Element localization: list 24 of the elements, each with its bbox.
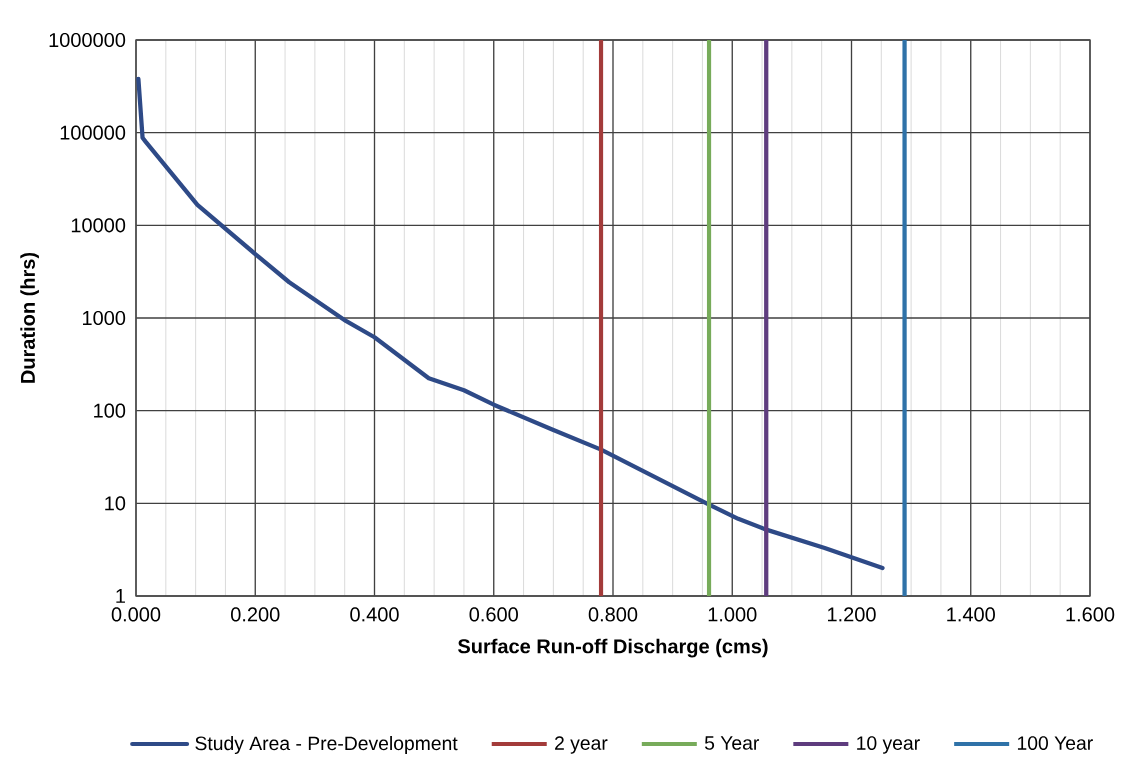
y-tick-label: 100 bbox=[94, 403, 126, 418]
x-tick-label: 1.600 bbox=[1066, 607, 1115, 622]
x-tick-label: 1.200 bbox=[828, 607, 876, 622]
x-tick-label: 1.400 bbox=[947, 607, 995, 622]
y-tick-label: 1000 bbox=[83, 310, 126, 326]
x-tick-label: 0.000 bbox=[111, 607, 161, 622]
x-tick-label: 0.800 bbox=[588, 607, 638, 622]
x-tick-label: 0.200 bbox=[231, 607, 280, 622]
legend-label: Study Area - Pre-Development bbox=[195, 735, 458, 755]
x-tick-label: 0.400 bbox=[350, 607, 399, 622]
y-axis-title: Duration (hrs) bbox=[20, 252, 39, 383]
legend-label: 5 Year bbox=[704, 736, 760, 750]
y-tick-label: 1 bbox=[116, 589, 125, 603]
x-axis-title: Surface Run-off Discharge (cms) bbox=[458, 638, 768, 658]
legend-label: 100 Year bbox=[1017, 736, 1093, 750]
y-tick-label: 1000000 bbox=[49, 32, 126, 48]
x-tick-label: 1.000 bbox=[708, 607, 757, 622]
legend-label: 10 year bbox=[857, 736, 920, 754]
line-series bbox=[136, 76, 885, 571]
y-tick-label: 10 bbox=[105, 496, 126, 511]
x-tick-label: 0.600 bbox=[469, 607, 518, 622]
legend-label: 2 year bbox=[555, 736, 608, 754]
y-tick-label: 100000 bbox=[60, 125, 126, 140]
y-tick-label: 10000 bbox=[71, 218, 126, 233]
